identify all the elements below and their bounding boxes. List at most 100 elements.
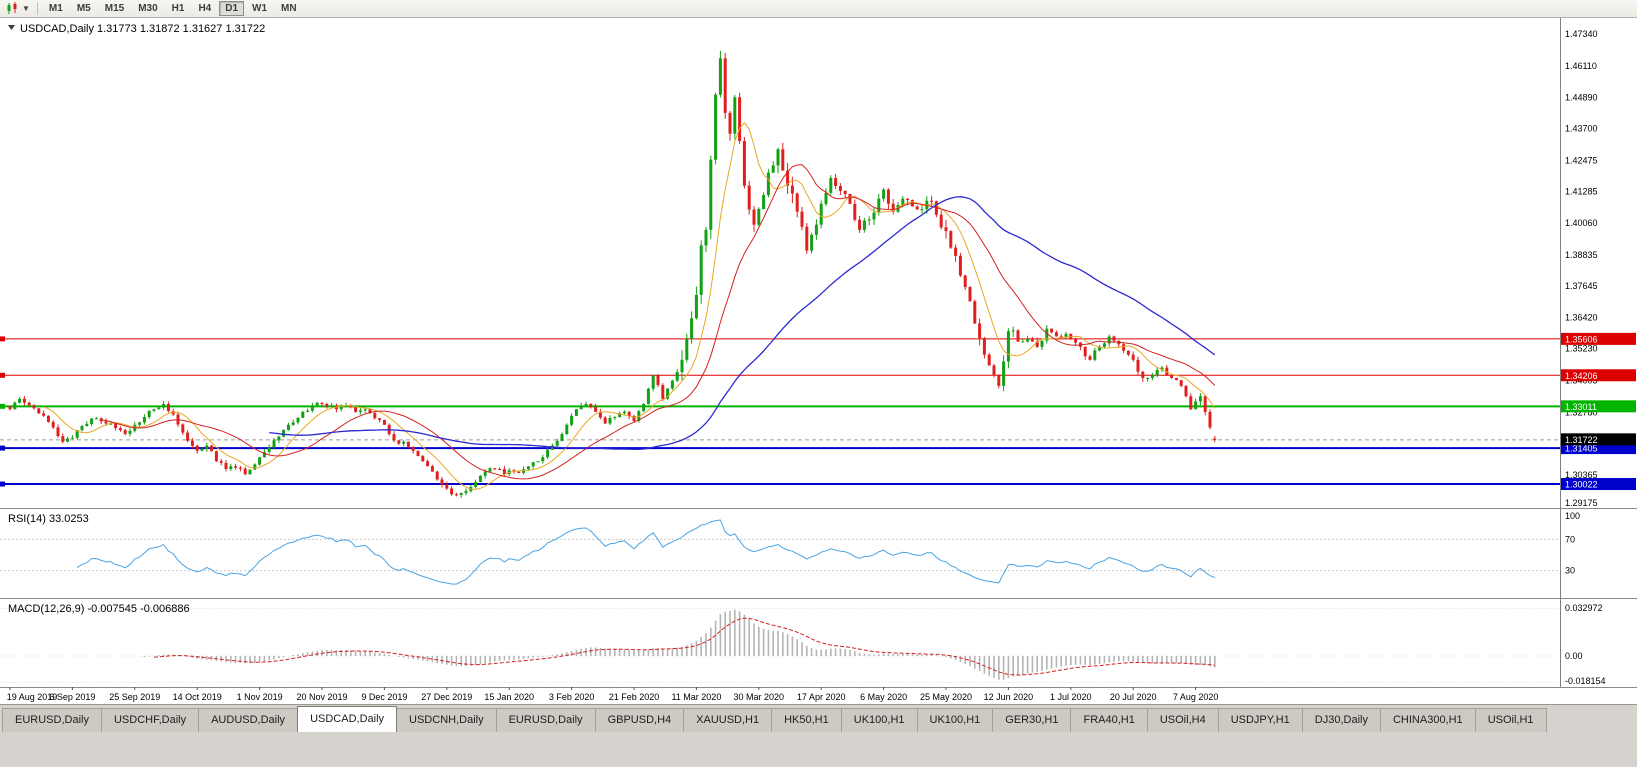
- timeframe-button-h4[interactable]: H4: [198, 3, 212, 14]
- date-axis-label: 1 Jul 2020: [1050, 692, 1092, 702]
- macd-axis-label: 0.032972: [1565, 603, 1603, 613]
- chart-tab-usdjpy-h1[interactable]: USDJPY,H1: [1217, 708, 1303, 732]
- macd-axis-label: 0.00: [1565, 651, 1583, 661]
- price-axis-label: 1.41285: [1565, 186, 1598, 196]
- rsi-axis-label: 100: [1565, 511, 1580, 521]
- chart-tab-dj30-daily[interactable]: DJ30,Daily: [1301, 708, 1381, 732]
- price-axis-label: 1.37645: [1565, 281, 1598, 291]
- price-axis-label: 1.35230: [1565, 344, 1598, 354]
- chart-tab-china300-h1[interactable]: CHINA300,H1: [1379, 708, 1476, 732]
- timeframe-button-m30[interactable]: M30: [138, 3, 158, 14]
- price-axis-label: 1.36420: [1565, 313, 1598, 323]
- chart-tab-uk100-h1[interactable]: UK100,H1: [916, 708, 994, 732]
- macd-signal-line: [153, 617, 1215, 676]
- timeframe-button-m1[interactable]: M1: [48, 3, 63, 14]
- moving-average-20-line[interactable]: [101, 164, 1216, 480]
- chart-tab-audusd-daily[interactable]: AUDUSD,Daily: [198, 708, 299, 732]
- chart-tab-hk50-h1[interactable]: HK50,H1: [771, 708, 842, 732]
- price-axis-label: 1.47340: [1565, 29, 1598, 39]
- rsi-axis-label: 70: [1565, 534, 1575, 544]
- date-axis-label: 25 May 2020: [920, 692, 972, 702]
- price-axis-label: 1.44890: [1565, 93, 1598, 103]
- price-axis-label: 1.38835: [1565, 250, 1598, 260]
- date-axis-label: 1 Nov 2019: [237, 692, 283, 702]
- timeframe-button-mn[interactable]: MN: [281, 3, 297, 14]
- date-axis-label: 6 May 2020: [860, 692, 907, 702]
- date-axis-label: 11 Mar 2020: [671, 692, 721, 702]
- chart-tab-uk100-h1[interactable]: UK100,H1: [840, 708, 918, 732]
- status-strip: [0, 732, 1637, 767]
- level-price-tag-text: 1.34206: [1565, 371, 1598, 381]
- rsi-indicator-panel[interactable]: 100 70 30 RSI(14) 33.0253: [0, 508, 1637, 598]
- date-axis-label: 20 Jul 2020: [1110, 692, 1157, 702]
- macd-label: MACD(12,26,9) -0.007545 -0.006886: [8, 603, 190, 615]
- macd-histogram: [143, 609, 1216, 680]
- date-axis-label: 7 Aug 2020: [1173, 692, 1219, 702]
- price-axis-label: 1.30365: [1565, 470, 1598, 480]
- rsi-line: [76, 519, 1216, 585]
- current-price-tag: [1561, 433, 1636, 446]
- toolbar-separator: [36, 2, 38, 15]
- level-price-tag: [1561, 332, 1636, 345]
- date-axis-label: 30 Mar 2020: [734, 692, 785, 702]
- date-axis-label: 3 Feb 2020: [549, 692, 595, 702]
- chart-tab-bar: EURUSD,Daily USDCHF,Daily AUDUSD,Daily USDC…: [0, 704, 1637, 732]
- price-axis-label: 1.46110: [1565, 61, 1597, 71]
- level-price-tag-text: 1.30022: [1565, 480, 1598, 490]
- date-axis-label: 20 Nov 2019: [296, 692, 347, 702]
- chart-tab-usdchf-daily[interactable]: USDCHF,Daily: [100, 708, 200, 732]
- chart-tab-usoil-h4[interactable]: USOil,H4: [1146, 708, 1219, 732]
- macd-indicator-panel[interactable]: 0.032972 0.00 -0.018154 MACD(12,26,9) -0.00…: [0, 598, 1637, 687]
- chart-tab-usdcnh-daily[interactable]: USDCNH,Daily: [396, 708, 497, 732]
- timeframe-toolbar: ▼ M1 M5 M15 M30 H1 H4 D1 W1 MN: [0, 0, 1637, 18]
- horizontal-level-lines[interactable]: [0, 336, 1560, 487]
- level-price-tag: [1561, 478, 1636, 491]
- moving-average-55-line[interactable]: [269, 196, 1216, 451]
- chart-tab-eurusd-daily[interactable]: EURUSD,Daily: [2, 708, 102, 732]
- date-axis-label: 14 Oct 2019: [173, 692, 222, 702]
- macd-axis-label: -0.018154: [1565, 676, 1606, 686]
- chart-tab-ger30-h1[interactable]: GER30,H1: [992, 708, 1072, 732]
- level-price-tag: [1561, 400, 1636, 413]
- price-axis-label: 1.42475: [1565, 155, 1598, 165]
- timeframe-button-h1[interactable]: H1: [171, 3, 185, 14]
- symbol-marker-icon[interactable]: [8, 25, 15, 30]
- timeframe-button-m5[interactable]: M5: [76, 3, 91, 14]
- date-axis-label: 9 Dec 2019: [361, 692, 407, 702]
- date-axis-label: 12 Jun 2020: [984, 692, 1034, 702]
- date-axis-label: 19 Aug 2019: [7, 692, 58, 702]
- chart-tab-eurusd-daily[interactable]: EURUSD,Daily: [495, 708, 596, 732]
- chevron-down-icon: ▼: [22, 4, 30, 13]
- price-axis-label: 1.43700: [1565, 123, 1598, 133]
- date-axis-label: 15 Jan 2020: [484, 692, 534, 702]
- date-axis-label: 17 Apr 2020: [797, 692, 846, 702]
- candlesticks: [8, 50, 1217, 498]
- timeframe-button-w1[interactable]: W1: [252, 3, 268, 14]
- chart-tab-gbpusd-h4[interactable]: GBPUSD,H4: [594, 708, 685, 732]
- price-axis-label: 1.40060: [1565, 218, 1598, 228]
- chart-header-ohlc: USDCAD,Daily 1.31773 1.31872 1.31627 1.3…: [20, 23, 265, 35]
- chart-tab-usoil-h1[interactable]: USOil,H1: [1474, 708, 1547, 732]
- moving-average-8-line[interactable]: [43, 122, 1216, 490]
- chart-tab-xauusd-h1[interactable]: XAUUSD,H1: [683, 708, 773, 732]
- timeframe-button-m15[interactable]: M15: [104, 3, 125, 14]
- level-price-tag: [1561, 369, 1636, 382]
- current-price-tag-text: 1.31722: [1565, 435, 1598, 445]
- candlestick-chart-icon: [7, 2, 17, 14]
- date-axis-label: 25 Sep 2019: [109, 692, 160, 702]
- date-axis-label: 27 Dec 2019: [421, 692, 472, 702]
- price-axis-label: 1.32780: [1565, 407, 1598, 417]
- level-price-tag-text: 1.31405: [1565, 444, 1598, 454]
- date-axis-label: 6 Sep 2019: [49, 692, 95, 702]
- rsi-axis-label: 30: [1565, 566, 1575, 576]
- main-price-chart[interactable]: 1.47340 1.46110 1.44890 1.43700 1.42475 1.412…: [0, 18, 1637, 508]
- price-axis-label: 1.29175: [1565, 498, 1598, 508]
- level-price-tag-text: 1.33011: [1565, 402, 1597, 412]
- chart-type-dropdown[interactable]: ▼: [3, 1, 33, 17]
- chart-tab-fra40-h1[interactable]: FRA40,H1: [1070, 708, 1148, 732]
- chart-tab-usdcad-daily[interactable]: USDCAD,Daily: [297, 706, 398, 732]
- rsi-label: RSI(14) 33.0253: [8, 513, 89, 525]
- timeframe-button-d1[interactable]: D1: [219, 1, 245, 16]
